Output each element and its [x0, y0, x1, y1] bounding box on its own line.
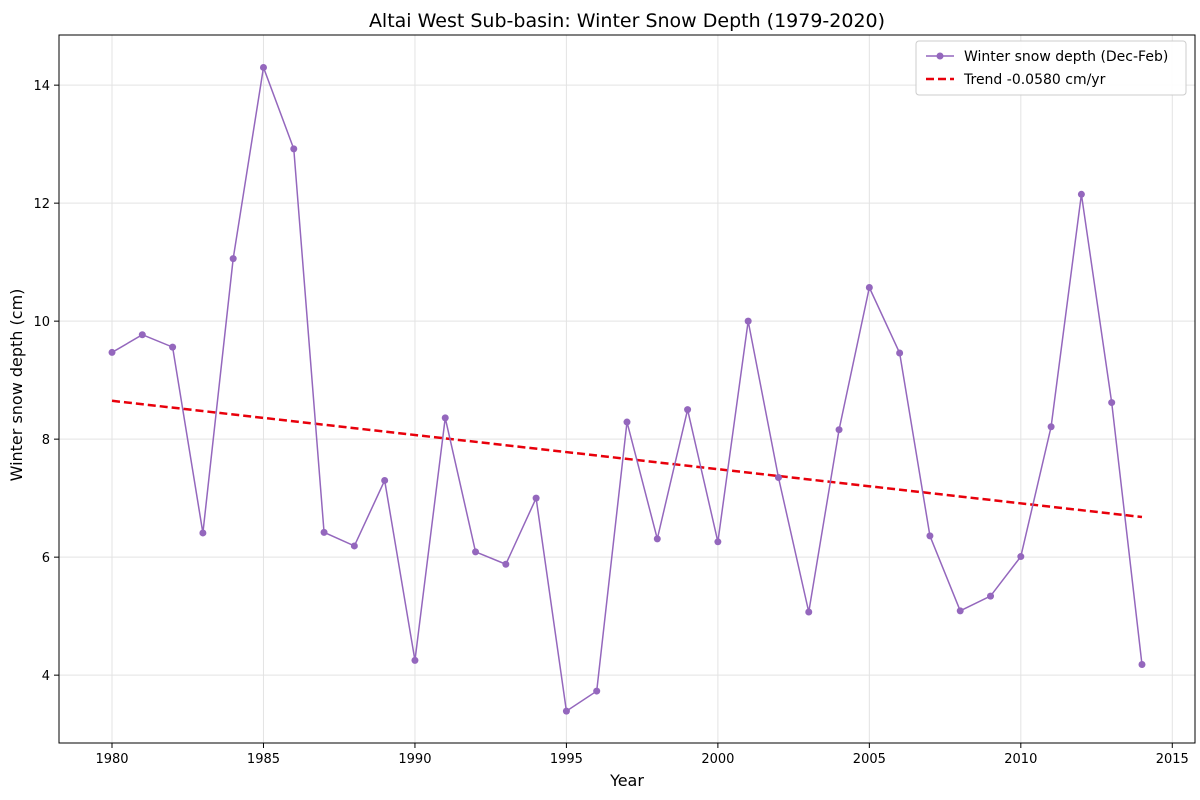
snow-depth-point [259, 63, 267, 71]
snow-depth-point [896, 349, 904, 357]
snow-depth-point [229, 255, 237, 263]
legend-marker-snow-depth [936, 52, 944, 60]
snow-depth-point [1077, 190, 1085, 198]
snow-depth-point [1017, 553, 1025, 561]
snow-depth-point [956, 607, 964, 615]
snow-depth-point [290, 145, 298, 153]
snow-depth-point [744, 317, 752, 325]
x-tick-label: 2015 [1156, 752, 1189, 767]
x-tick-label: 1990 [398, 752, 431, 767]
snow-depth-point [835, 426, 843, 434]
snow-depth-point [865, 284, 873, 292]
snow-depth-point [805, 608, 813, 616]
snow-depth-point [472, 548, 480, 556]
snow-depth-line [111, 64, 1143, 713]
y-tick-label: 8 [42, 433, 50, 448]
snow-depth-point [411, 656, 419, 664]
y-tick-label: 10 [33, 315, 50, 330]
snow-depth-point [926, 532, 934, 540]
chart-title: Altai West Sub-basin: Winter Snow Depth … [369, 10, 885, 32]
y-tick-label: 4 [42, 669, 50, 684]
series-layer [108, 63, 1146, 715]
snow-depth-point [441, 414, 449, 422]
y-axis-label: Winter snow depth (cm) [7, 289, 26, 482]
snow-depth-point [684, 406, 692, 414]
snow-depth-point [199, 529, 207, 537]
x-tick-label: 2010 [1004, 752, 1037, 767]
x-tick-label: 1985 [247, 752, 280, 767]
y-tick-label: 14 [33, 79, 50, 94]
snow-depth-point [350, 542, 358, 550]
snow-depth-point [623, 418, 631, 426]
snow-depth-point [1108, 399, 1116, 407]
x-axis: 1980 1985 1990 1995 2000 2005 2010 2015 [95, 743, 1189, 767]
x-tick-label: 2000 [701, 752, 734, 767]
snow-depth-point [320, 528, 328, 536]
legend-label-snow-depth: Winter snow depth (Dec-Feb) [964, 49, 1168, 65]
snow-depth-point [774, 474, 782, 481]
snow-depth-point [502, 560, 510, 568]
x-tick-label: 1995 [550, 752, 583, 767]
snow-depth-point [169, 343, 177, 351]
snow-depth-point [1047, 423, 1055, 431]
legend-label-trend: Trend -0.0580 cm/yr [963, 72, 1106, 88]
y-tick-label: 6 [42, 551, 50, 566]
x-axis-label: Year [609, 771, 644, 790]
snow-depth-point [562, 707, 570, 715]
y-axis: 4 6 8 10 12 14 [33, 79, 59, 684]
grid [59, 35, 1195, 743]
snow-depth-point [381, 476, 389, 484]
plot-frame [58, 34, 1196, 744]
x-tick-label: 2005 [853, 752, 886, 767]
snow-depth-point [593, 687, 601, 695]
snow-depth-point [1138, 661, 1146, 669]
legend-box [915, 40, 1187, 96]
y-tick-label: 12 [33, 197, 50, 212]
trend-line [111, 399, 1143, 519]
snow-depth-point [987, 592, 995, 600]
x-tick-label: 1980 [95, 752, 128, 767]
snow-depth-point [138, 331, 146, 339]
snow-depth-point [532, 494, 540, 502]
snow-depth-point [108, 348, 116, 356]
snow-depth-point [714, 538, 722, 546]
legend: Winter snow depth (Dec-Feb) Trend -0.058… [915, 40, 1187, 96]
snow-depth-point [653, 535, 661, 543]
